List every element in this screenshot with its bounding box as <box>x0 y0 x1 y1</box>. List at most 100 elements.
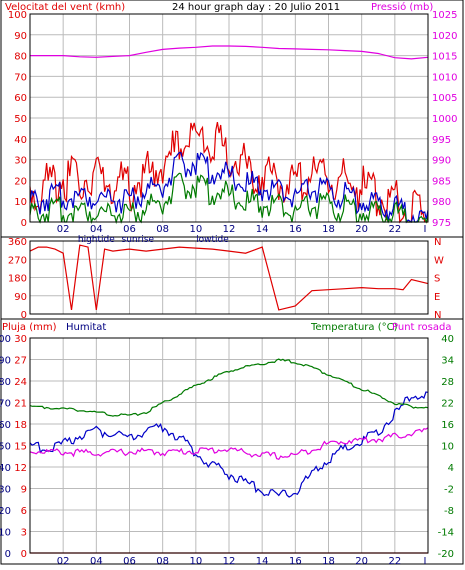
series-line-temperaturac <box>29 358 429 417</box>
lower-hour-label: 10 <box>189 556 202 566</box>
temperature-tick-label: -2 <box>444 485 454 496</box>
upper-hour-label: 16 <box>289 224 302 235</box>
temperature-tick-label: 4 <box>448 463 454 474</box>
direction-tick-label: 0 <box>21 310 27 321</box>
temperature-tick-label: 22 <box>441 399 454 410</box>
plot-area-border <box>29 240 429 315</box>
rain-tick-label: 21 <box>14 399 27 410</box>
humidity-tick-label: 100 <box>0 334 11 345</box>
pressure-tick-label: 1020 <box>432 31 457 42</box>
humidity-axis-title: Humitat <box>66 322 106 333</box>
upper-hour-label: 10 <box>189 224 202 235</box>
pressure-tick-label: 975 <box>432 218 451 229</box>
pressure-tick-label: 1000 <box>432 114 457 125</box>
rain-tick-label: 3 <box>21 528 27 539</box>
lower-hour-label: 14 <box>256 556 269 566</box>
compass-letter-label: E <box>434 292 440 303</box>
series-line-lowest <box>29 172 429 225</box>
rain-axis-title: Pluja (mm) <box>2 322 57 333</box>
dew-point-axis-title: Punt rosada <box>392 322 451 333</box>
lower-hour-label: 08 <box>156 556 169 566</box>
humidity-tick-label: 70 <box>0 399 11 410</box>
wind-tick-label: 30 <box>14 156 27 167</box>
upper-hightide-label: hightide <box>78 235 115 245</box>
compass-letter-label: W <box>434 255 444 266</box>
rain-tick-label: 18 <box>14 420 27 431</box>
series-line-humitat <box>29 391 429 498</box>
series-line-pressimb <box>30 45 429 60</box>
wind-tick-label: 60 <box>14 93 27 104</box>
upper-hour-label: 02 <box>57 224 70 235</box>
pressure-tick-label: 1025 <box>432 10 457 21</box>
lower-hour-label: 16 <box>289 556 302 566</box>
rain-tick-label: 12 <box>14 463 27 474</box>
wind-tick-label: 90 <box>14 31 27 42</box>
pressure-tick-label: 990 <box>432 156 451 167</box>
direction-tick-label: 90 <box>14 292 27 303</box>
temperature-tick-label: 10 <box>441 442 454 453</box>
upper-hour-label: 12 <box>223 224 236 235</box>
upper-hour-label: 20 <box>355 224 368 235</box>
direction-tick-label: 270 <box>8 255 27 266</box>
wind-tick-label: 10 <box>14 197 27 208</box>
pressure-tick-label: 1015 <box>432 52 457 63</box>
wind-tick-label: 40 <box>14 135 27 146</box>
humidity-tick-label: 80 <box>0 377 11 388</box>
series-line-gust <box>29 121 428 224</box>
upper-hour-label: 04 <box>90 224 103 235</box>
lower-hour-label: 18 <box>322 556 335 566</box>
wind-tick-label: 0 <box>21 218 27 229</box>
humidity-tick-label: 20 <box>0 506 11 517</box>
humidity-tick-label: 30 <box>0 485 11 496</box>
wind-tick-label: 100 <box>8 10 27 21</box>
pressure-tick-label: 1005 <box>432 93 457 104</box>
direction-tick-label: 180 <box>8 274 27 285</box>
rain-tick-label: 6 <box>21 506 27 517</box>
wind-tick-label: 50 <box>14 114 27 125</box>
humidity-tick-label: 50 <box>0 442 11 453</box>
upper-hour-label: 18 <box>322 224 335 235</box>
upper-sunrise-label: sunrise <box>122 235 155 245</box>
pressure-tick-label: 980 <box>432 197 451 208</box>
wind-tick-label: 80 <box>14 52 27 63</box>
upper-hour-label: 08 <box>156 224 169 235</box>
series-line-puntrosada <box>29 427 429 461</box>
wind-speed-axis-title: Velocitat del vent (kmh) <box>5 2 125 13</box>
plot-area-border <box>29 13 429 223</box>
lower-hour-label: 04 <box>90 556 103 566</box>
temperature-tick-label: -20 <box>438 549 454 560</box>
pressure-tick-label: 995 <box>432 135 451 146</box>
humidity-tick-label: 40 <box>0 463 11 474</box>
pressure-tick-label: 985 <box>432 176 451 187</box>
humidity-tick-label: 10 <box>0 528 11 539</box>
wind-tick-label: 20 <box>14 176 27 187</box>
rain-tick-label: 24 <box>14 377 27 388</box>
lower-hour-label: I <box>424 556 427 566</box>
lower-panel-frame <box>0 318 464 565</box>
lower-hour-label: 12 <box>223 556 236 566</box>
temperature-tick-label: -8 <box>444 506 454 517</box>
rain-tick-label: 0 <box>21 549 27 560</box>
temperature-tick-label: 16 <box>441 420 454 431</box>
rain-tick-label: 15 <box>14 442 27 453</box>
temperature-tick-label: 40 <box>441 334 454 345</box>
upper-lowtide-label: lowtide <box>196 235 229 245</box>
humidity-tick-label: 0 <box>5 549 11 560</box>
plot-area-border <box>29 337 429 554</box>
lower-hour-label: 20 <box>355 556 368 566</box>
compass-letter-label: N <box>434 310 441 321</box>
direction-tick-label: 360 <box>8 237 27 248</box>
temperature-tick-label: 28 <box>441 377 454 388</box>
upper-hour-label: I <box>424 224 427 235</box>
humidity-tick-label: 60 <box>0 420 11 431</box>
graph-title: 24 hour graph day : 20 Julio 2011 <box>172 2 340 13</box>
rain-tick-label: 27 <box>14 356 27 367</box>
upper-hour-label: 22 <box>388 224 401 235</box>
wind-tick-label: 70 <box>14 72 27 83</box>
upper-hour-label: 06 <box>123 224 136 235</box>
compass-letter-label: N <box>434 237 441 248</box>
humidity-tick-label: 90 <box>0 356 11 367</box>
series-line-average <box>29 151 429 224</box>
